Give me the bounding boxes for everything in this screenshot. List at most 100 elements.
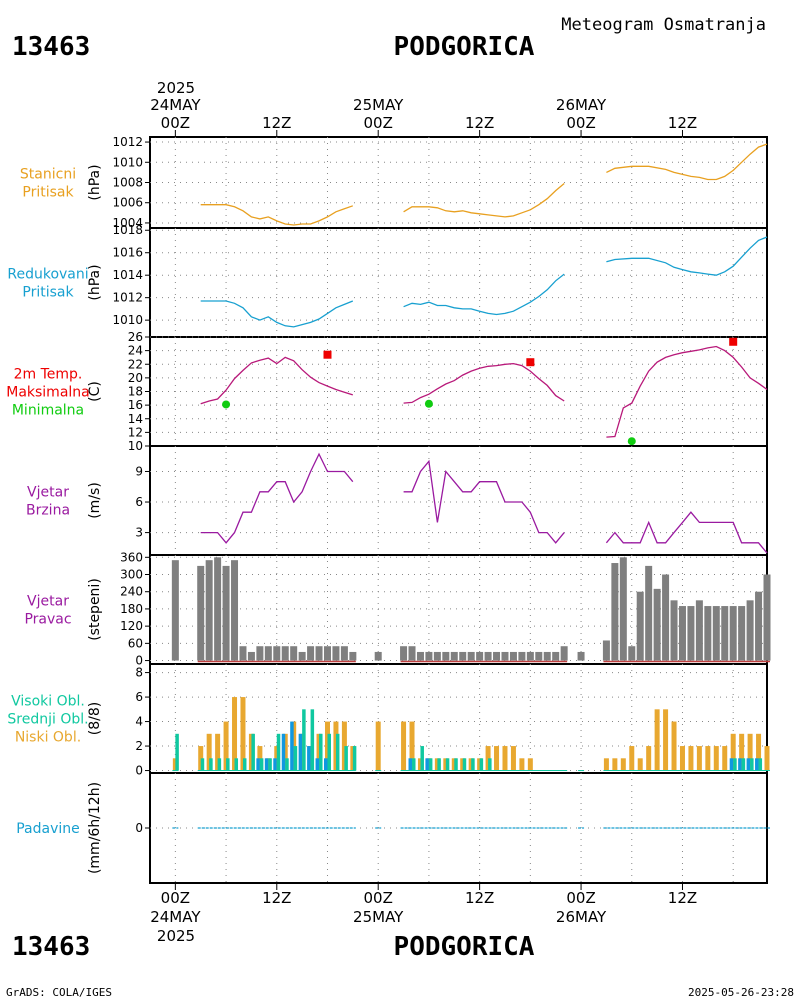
high-cloud-bar xyxy=(293,746,298,771)
mid-cloud-bar xyxy=(307,746,311,771)
y-tick-label: 1010 xyxy=(112,313,143,327)
y-tick-label: 1006 xyxy=(112,196,143,210)
direction-bar xyxy=(231,560,239,661)
y-tick-label: 1012 xyxy=(112,291,143,305)
direction-bar xyxy=(433,651,441,661)
low-cloud-bar xyxy=(663,709,669,771)
direction-bar xyxy=(636,591,644,661)
tmin-marker xyxy=(222,400,231,409)
top-year-label: 2025 xyxy=(157,79,195,97)
y-tick-label: 26 xyxy=(128,330,143,344)
low-cloud-bar xyxy=(401,721,407,771)
station-name-top: PODGORICA xyxy=(394,32,535,62)
low-cloud-bar xyxy=(629,746,635,771)
y-tick-label: 6 xyxy=(135,690,143,704)
high-cloud-bar xyxy=(488,758,492,771)
y-tick-label: 60 xyxy=(128,636,143,650)
direction-bar xyxy=(755,591,763,661)
series-line xyxy=(606,345,768,438)
direction-bar xyxy=(653,588,661,661)
high-cloud-bar xyxy=(242,758,247,771)
mid-cloud-bar xyxy=(729,758,734,771)
direction-bar xyxy=(543,651,551,661)
low-cloud-bar xyxy=(527,758,533,771)
high-cloud-bar xyxy=(226,758,230,771)
low-cloud-bar xyxy=(705,746,711,771)
direction-bar xyxy=(560,646,568,661)
y-tick-label: 20 xyxy=(128,371,143,385)
low-cloud-bar xyxy=(206,733,212,771)
low-cloud-bar xyxy=(215,733,221,771)
y-tick-label: 1014 xyxy=(112,268,143,282)
variable-label: Niski Obl. xyxy=(15,730,81,746)
panel-vjetar-brzina: 3 6 9 (m/s) Vjetar Brzina xyxy=(26,445,768,556)
high-cloud-bar xyxy=(420,746,424,771)
high-cloud-bar xyxy=(319,733,323,771)
direction-bar xyxy=(467,651,475,661)
y-tick-label: 0 xyxy=(135,764,143,778)
variable-label: Vjetar xyxy=(27,594,69,610)
series-line xyxy=(200,452,354,544)
series-line xyxy=(403,183,565,218)
high-cloud-bar xyxy=(234,758,239,771)
y-tick-label: 1008 xyxy=(112,176,143,190)
direction-bar xyxy=(611,563,619,661)
meteogram-subtitle: Meteogram Osmatranja xyxy=(561,15,766,35)
series-line xyxy=(605,511,768,554)
direction-bar xyxy=(222,565,230,661)
direction-bar xyxy=(197,565,205,661)
direction-bar xyxy=(493,651,501,661)
direction-bar xyxy=(476,651,484,661)
series-line xyxy=(403,362,565,404)
high-cloud-bar xyxy=(437,758,441,771)
top-date-label: 26MAY xyxy=(556,96,607,114)
high-cloud-bar xyxy=(454,758,458,771)
y-tick-label: 4 xyxy=(135,715,143,729)
tmax-marker xyxy=(526,358,535,367)
tmax-marker xyxy=(323,350,332,359)
y-tick-label: 18 xyxy=(128,385,143,399)
high-cloud-bar xyxy=(733,758,737,771)
top-time-label: 00Z xyxy=(161,114,190,132)
low-cloud-bar xyxy=(722,746,728,771)
direction-bar xyxy=(695,600,703,661)
high-cloud-bar xyxy=(175,733,179,771)
y-tick-label: 300 xyxy=(120,568,143,582)
high-cloud-bar xyxy=(471,758,475,771)
mid-cloud-bar xyxy=(290,721,294,771)
direction-bar xyxy=(746,600,754,661)
variable-label: Visoki Obl. xyxy=(11,694,85,710)
direction-bar xyxy=(247,651,255,661)
low-cloud-bar xyxy=(713,746,719,771)
bottom-date-label: 25MAY xyxy=(353,908,404,926)
panel-frame xyxy=(149,136,768,229)
variable-label: Minimalna xyxy=(12,403,84,419)
low-cloud-bar xyxy=(679,746,685,771)
variable-label: Pravac xyxy=(24,612,71,628)
panel-stanicni-pritisak: 1004 1006 1008 1010 1012 (hPa) Stanicni Pritisa… xyxy=(20,135,768,230)
y-tick-label: 3 xyxy=(135,526,143,540)
direction-bar xyxy=(450,651,458,661)
variable-label: Redukovani xyxy=(7,267,88,283)
direction-bar xyxy=(374,651,382,661)
direction-bar xyxy=(526,651,534,661)
bottom-time-label: 12Z xyxy=(262,889,291,907)
y-tick-label: 16 xyxy=(128,398,143,412)
variable-label: Brzina xyxy=(26,503,70,519)
high-cloud-bar xyxy=(251,733,255,771)
variable-label: 2m Temp. xyxy=(14,367,83,383)
panel-redukovani-pritisak: 1010 1012 1014 1016 1018 (hPa)Redukovani Priti… xyxy=(7,223,768,338)
high-cloud-bar xyxy=(302,709,306,771)
mid-cloud-bar xyxy=(315,758,320,771)
y-tick-label: 180 xyxy=(120,602,143,616)
low-cloud-bar xyxy=(637,758,643,771)
direction-bar xyxy=(721,606,729,661)
direction-bar xyxy=(281,646,289,661)
low-cloud-bar xyxy=(671,721,677,771)
direction-bar xyxy=(712,606,720,661)
direction-bar xyxy=(763,574,771,661)
low-cloud-bar xyxy=(409,721,415,771)
top-date-label: 24MAY xyxy=(150,96,201,114)
low-cloud-bar xyxy=(696,746,702,771)
mid-cloud-bar xyxy=(256,758,260,771)
